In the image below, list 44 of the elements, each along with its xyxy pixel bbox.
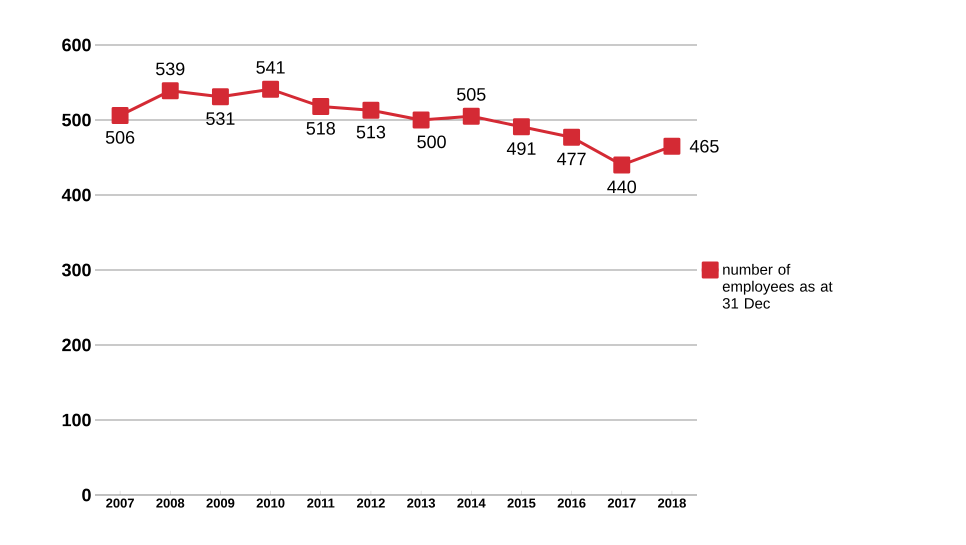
data-label: 513 [356, 126, 386, 138]
data-label: 440 [607, 180, 636, 194]
x-tick-label: 2007 [106, 498, 134, 508]
x-tick-label: 2017 [608, 498, 636, 508]
data-label: 500 [417, 135, 446, 148]
data-label: 506 [106, 130, 134, 144]
data-label: 491 [506, 142, 536, 155]
point [262, 80, 280, 98]
point [212, 88, 229, 106]
data-label: 477 [557, 152, 586, 166]
data-label: 539 [156, 62, 184, 76]
point [462, 108, 480, 125]
y-tick-label: 0 [82, 488, 91, 502]
x-tick-label: 2014 [457, 498, 486, 508]
point [563, 128, 580, 146]
data-label: 505 [457, 88, 486, 101]
y-tick-label: 300 [62, 264, 91, 276]
x-tick-label: 2018 [658, 498, 686, 508]
x-tick-label: 2015 [507, 498, 536, 508]
data-label: 518 [306, 122, 335, 135]
x-tick-label: 2008 [156, 498, 184, 508]
y-tick-label: 100 [62, 414, 91, 426]
x-tick-label: 2011 [307, 498, 334, 508]
point [613, 156, 630, 174]
y-tick-label: 200 [62, 338, 91, 352]
data-label: 465 [690, 140, 719, 153]
point [312, 98, 330, 115]
y-tick-label: 400 [62, 188, 91, 202]
x-tick-label: 2016 [558, 498, 586, 508]
data-label: 531 [206, 112, 234, 125]
x-tick-label: 2012 [356, 498, 385, 508]
point [412, 112, 430, 128]
y-tick-label: 500 [62, 114, 91, 126]
point [512, 118, 530, 136]
point [112, 107, 129, 124]
point [663, 138, 680, 155]
y-tick-label: 600 [62, 38, 91, 52]
point [362, 102, 380, 119]
x-tick-label: 2010 [256, 498, 284, 508]
x-tick-label: 2009 [206, 498, 234, 508]
x-tick-label: 2013 [407, 498, 436, 508]
data-label: 541 [256, 61, 285, 74]
point [162, 82, 179, 100]
legend-label: number of employees as at 31 Dec [722, 264, 833, 309]
